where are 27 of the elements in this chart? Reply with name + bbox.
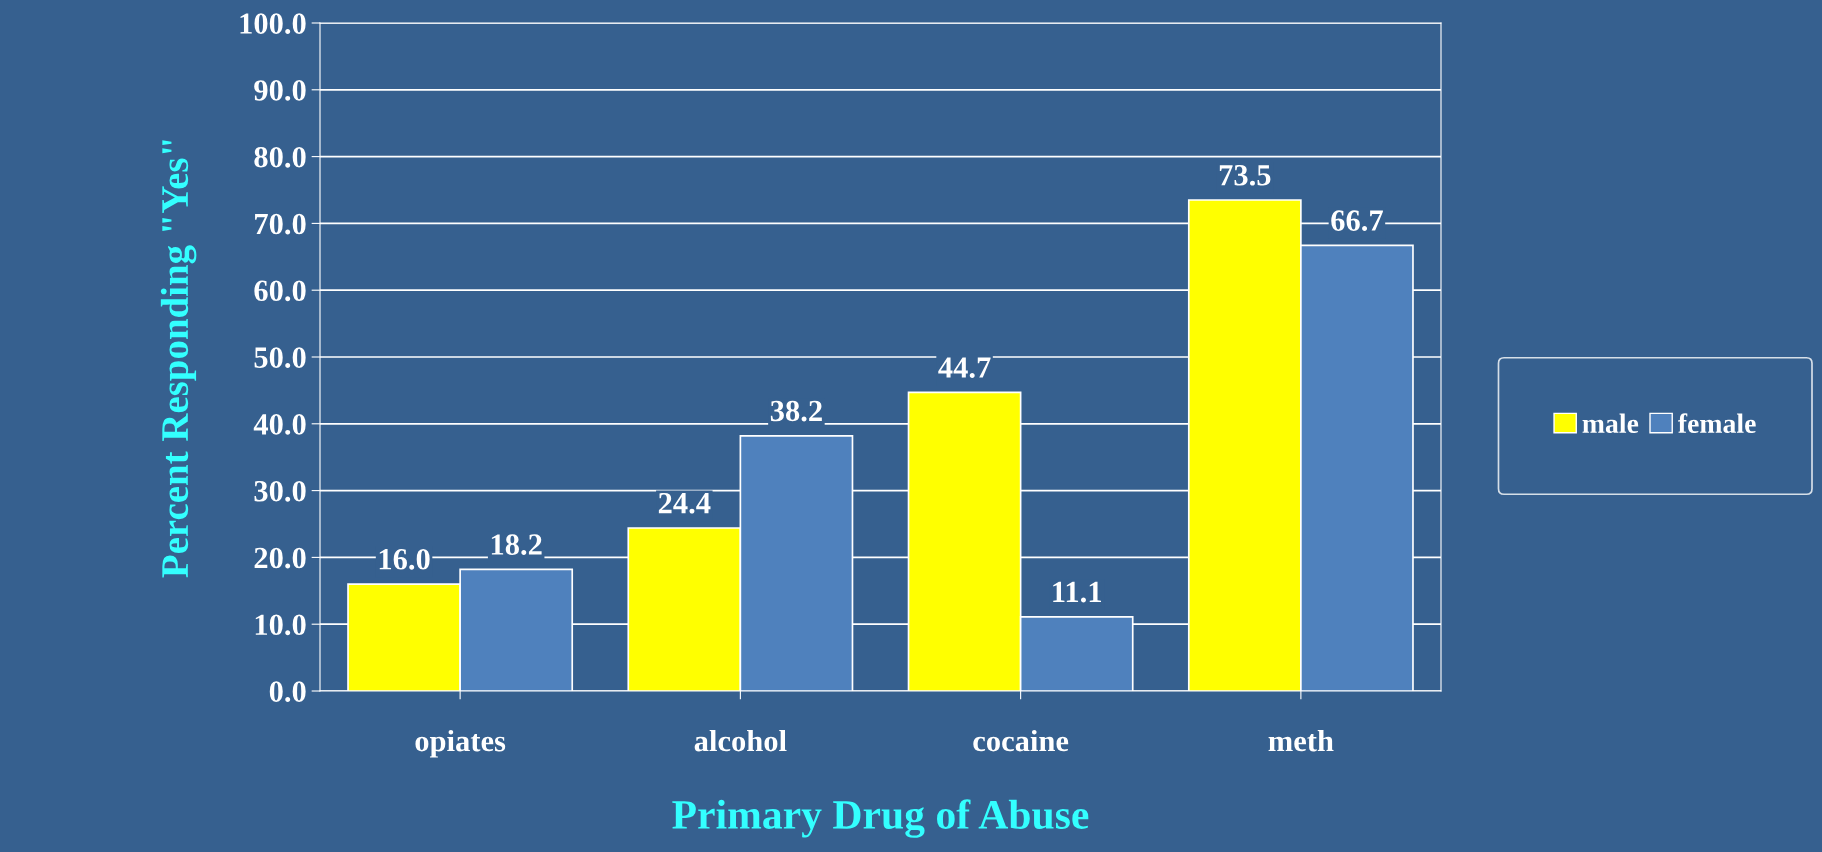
legend-label: male [1582,413,1639,434]
data-label: 38.2 [770,400,822,422]
y-tick-label: 100.0 [240,13,306,35]
y-tick-label: 30.0 [254,480,306,502]
y-tick-label: 50.0 [254,347,306,369]
data-label: 44.7 [938,357,991,378]
y-tick-label: 10.0 [255,614,306,636]
data-label: 66.7 [1331,210,1383,232]
legend-label: female [1677,413,1756,434]
y-tick-label: 80.0 [254,146,306,168]
data-label: 24.4 [658,492,711,514]
y-axis-title: Percent Responding "Yes" [160,140,197,578]
y-tick-label: 40.0 [253,414,306,435]
y-tick-label: 90.0 [254,80,306,101]
x-axis-title: Primary Drug of Abuse [672,799,1089,838]
data-label: 18.2 [491,534,542,556]
data-label: 73.5 [1219,164,1271,186]
x-tick-label: opiates [415,729,506,758]
x-tick-label: meth [1268,729,1334,752]
y-tick-label: 0.0 [269,681,306,703]
data-label: 11.1 [1053,581,1101,603]
y-tick-label: 70.0 [255,213,306,235]
x-tick-label: cocaine [973,729,1069,752]
y-tick-label: 20.0 [254,547,306,569]
data-label: 16.0 [379,548,430,570]
y-tick-label: 60.0 [254,280,306,302]
x-tick-label: alcohol [694,729,787,752]
